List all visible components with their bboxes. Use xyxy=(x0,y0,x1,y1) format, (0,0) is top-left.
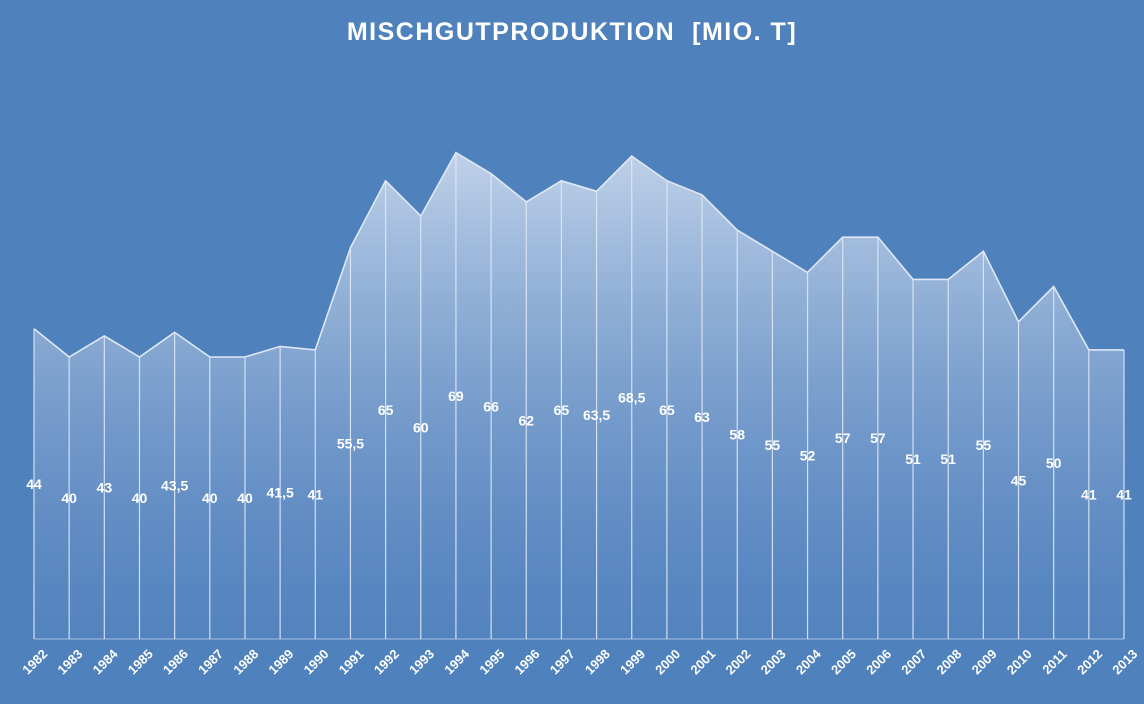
x-tick-2006: 2006 xyxy=(863,646,894,677)
data-label-2009: 55 xyxy=(976,437,992,453)
data-label-2000: 65 xyxy=(659,402,675,418)
x-tick-1997: 1997 xyxy=(547,646,578,677)
x-tick-1985: 1985 xyxy=(125,646,156,677)
x-tick-1993: 1993 xyxy=(406,646,437,677)
x-tick-1998: 1998 xyxy=(582,646,613,677)
x-tick-2004: 2004 xyxy=(793,646,825,678)
x-tick-1987: 1987 xyxy=(195,646,226,677)
x-tick-1983: 1983 xyxy=(54,646,85,677)
x-tick-1994: 1994 xyxy=(441,646,473,678)
data-label-2013: 41 xyxy=(1116,487,1132,503)
data-label-2012: 41 xyxy=(1081,487,1097,503)
data-label-1982: 44 xyxy=(26,476,42,492)
data-label-2007: 51 xyxy=(905,451,921,467)
data-label-1993: 60 xyxy=(413,420,429,436)
data-label-1983: 40 xyxy=(61,490,77,506)
x-tick-2013: 2013 xyxy=(1109,646,1140,677)
data-label-1988: 40 xyxy=(237,490,253,506)
data-label-1984: 43 xyxy=(97,479,113,495)
x-tick-1982: 1982 xyxy=(19,646,50,677)
data-label-1991: 55,5 xyxy=(337,435,364,451)
series-line xyxy=(33,151,1124,358)
x-tick-1999: 1999 xyxy=(617,646,648,677)
data-label-2011: 50 xyxy=(1046,455,1062,471)
x-tick-2000: 2000 xyxy=(652,646,683,677)
x-tick-1995: 1995 xyxy=(476,646,507,677)
data-label-1986: 43,5 xyxy=(161,478,188,494)
x-tick-2008: 2008 xyxy=(933,646,964,677)
data-label-1997: 65 xyxy=(554,402,570,418)
data-label-2005: 57 xyxy=(835,430,851,446)
x-tick-2005: 2005 xyxy=(828,646,859,677)
data-label-1999: 68,5 xyxy=(618,390,645,406)
x-tick-2002: 2002 xyxy=(723,646,754,677)
data-label-1987: 40 xyxy=(202,490,218,506)
x-tick-2011: 2011 xyxy=(1039,647,1070,678)
x-tick-1991: 1991 xyxy=(336,646,367,677)
data-label-2006: 57 xyxy=(870,430,886,446)
area-fill xyxy=(34,152,1124,639)
x-tick-1988: 1988 xyxy=(230,646,261,677)
data-label-1996: 62 xyxy=(518,413,534,429)
data-label-1998: 63,5 xyxy=(583,407,610,423)
data-label-2008: 51 xyxy=(940,451,956,467)
data-label-1992: 65 xyxy=(378,402,394,418)
data-label-2003: 55 xyxy=(765,437,781,453)
x-tick-1984: 1984 xyxy=(90,646,122,678)
x-tick-2003: 2003 xyxy=(758,646,789,677)
data-label-2004: 52 xyxy=(800,448,816,464)
data-label-2002: 58 xyxy=(729,427,745,443)
data-label-1995: 66 xyxy=(483,398,499,414)
x-tick-1986: 1986 xyxy=(160,646,191,677)
x-tick-2007: 2007 xyxy=(898,646,929,677)
x-tick-1992: 1992 xyxy=(371,646,402,677)
x-tick-1990: 1990 xyxy=(301,646,332,677)
x-tick-2001: 2001 xyxy=(687,646,718,677)
data-label-1989: 41,5 xyxy=(267,485,294,501)
data-label-2001: 63 xyxy=(694,409,710,425)
data-label-1990: 41 xyxy=(308,487,324,503)
x-tick-2010: 2010 xyxy=(1004,646,1035,677)
data-label-1994: 69 xyxy=(448,388,464,404)
x-tick-1996: 1996 xyxy=(512,646,543,677)
x-tick-2012: 2012 xyxy=(1074,646,1105,677)
chart-title: MISCHGUTPRODUKTION [MIO. T] xyxy=(346,18,798,46)
x-tick-1989: 1989 xyxy=(265,646,296,677)
x-tick-2009: 2009 xyxy=(969,646,1000,677)
data-label-2010: 45 xyxy=(1011,472,1027,488)
data-label-1985: 40 xyxy=(132,490,148,506)
